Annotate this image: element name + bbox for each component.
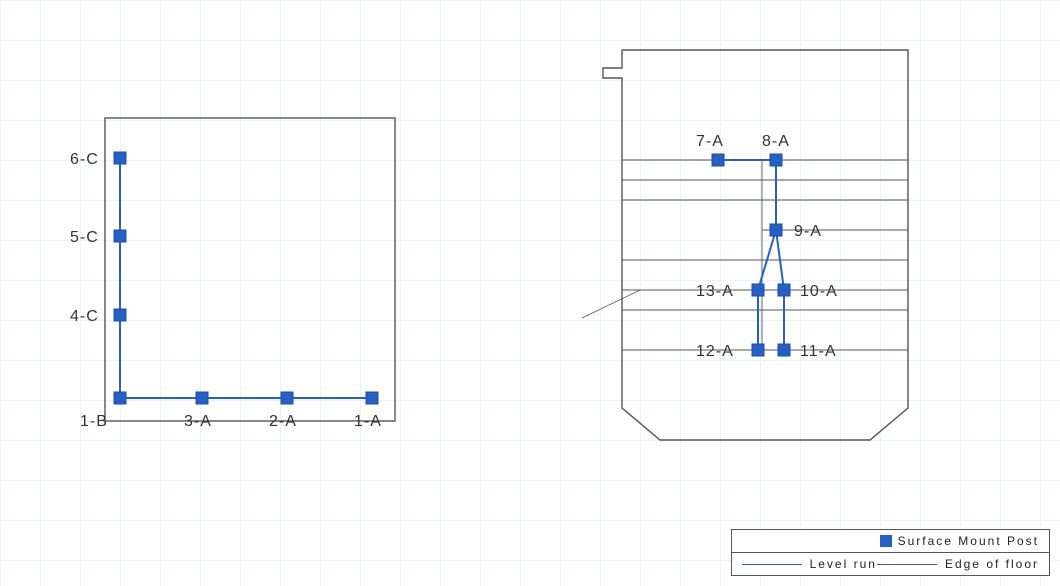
cut-line: [582, 290, 640, 318]
legend-level-run-label: Level run: [810, 557, 877, 571]
post-4-C-label: 4-C: [70, 308, 99, 325]
legend-row-lines: Level run Edge of floor: [732, 553, 1049, 575]
post-11-A-post: [778, 344, 790, 356]
post-8-A-post: [770, 154, 782, 166]
post-3-A-label: 3-A: [184, 413, 212, 430]
legend-edge-label: Edge of floor: [945, 557, 1039, 571]
post-13-A-post: [752, 284, 764, 296]
post-9-A-post: [770, 224, 782, 236]
post-1-A-post: [366, 392, 378, 404]
post-10-A-label: 10-A: [800, 283, 838, 300]
post-2-A-post: [281, 392, 293, 404]
post-8-A-label: 8-A: [762, 133, 790, 150]
post-11-A-label: 11-A: [800, 343, 837, 360]
post-9-A-label: 9-A: [794, 223, 822, 240]
post-1-B-post: [114, 392, 126, 404]
right-floor-outline: [603, 50, 908, 440]
post-7-A-post: [712, 154, 724, 166]
post-10-A-post: [778, 284, 790, 296]
post-6-C-post: [114, 152, 126, 164]
post-12-A-label: 12-A: [696, 343, 734, 360]
legend: Surface Mount Post Level run Edge of flo…: [731, 529, 1050, 576]
post-13-A-label: 13-A: [696, 283, 734, 300]
post-1-A-label: 1-A: [354, 413, 382, 430]
post-5-C-post: [114, 230, 126, 242]
post-1-B-label: 1-B: [80, 413, 108, 430]
surface-mount-post-icon: [880, 535, 892, 547]
level-run-icon: [742, 564, 802, 565]
post-12-A-post: [752, 344, 764, 356]
edge-of-floor-icon: [877, 564, 937, 565]
post-6-C-label: 6-C: [70, 151, 99, 168]
post-4-C-post: [114, 309, 126, 321]
post-3-A-post: [196, 392, 208, 404]
post-7-A-label: 7-A: [696, 133, 724, 150]
legend-row-post: Surface Mount Post: [732, 530, 1049, 553]
post-2-A-label: 2-A: [269, 413, 297, 430]
diagram-svg: 1-B 3-A 2-A 1-A 4-C 5-C 6-C 7-A 8-A 9-A 10-A 11-A 12…: [0, 0, 1060, 586]
post-5-C-label: 5-C: [70, 229, 99, 246]
left-floor-outline: [105, 118, 395, 421]
legend-post-label: Surface Mount Post: [898, 534, 1039, 548]
